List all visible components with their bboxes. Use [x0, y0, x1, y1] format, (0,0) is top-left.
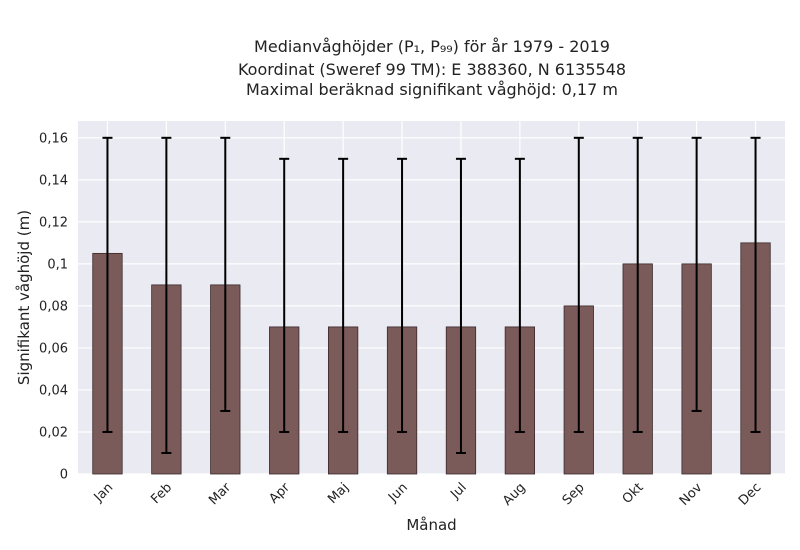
x-tick-label: Maj: [325, 480, 352, 507]
y-tick-label: 0,06: [39, 341, 68, 356]
chart-title-line-3: Maximal beräknad signifikant våghöjd: 0,…: [246, 80, 618, 99]
y-tick-label: 0,14: [39, 173, 68, 188]
x-tick-label: Sep: [560, 480, 588, 508]
error-bar-nov: [691, 136, 702, 412]
error-bar-mar: [220, 136, 231, 412]
x-axis-label: Månad: [406, 516, 456, 534]
x-tick-label: Jul: [447, 480, 469, 502]
x-tick-label: Feb: [148, 480, 175, 507]
error-bar-jan: [102, 136, 113, 433]
error-bar-maj: [338, 157, 349, 433]
chart-title-line-2: Koordinat (Sweref 99 TM): E 388360, N 61…: [238, 60, 626, 79]
error-bar-feb: [161, 136, 172, 454]
y-tick-label: 0,16: [39, 131, 68, 146]
x-tick-label: Okt: [620, 480, 647, 507]
error-bar-aug: [514, 157, 525, 433]
plot-area: [78, 121, 785, 474]
error-bar-apr: [279, 157, 290, 433]
error-bar-jun: [397, 157, 408, 433]
x-tick-label: Nov: [677, 480, 706, 509]
chart-title-line-1: Medianvåghöjder (P₁, P₉₉) för år 1979 - …: [254, 37, 610, 56]
x-tick-label: Apr: [267, 480, 294, 507]
x-axis-ticks: Jan Feb Mar Apr Maj Jun Jul Aug Sep Okt Nov Dec: [91, 480, 765, 509]
error-bar-dec: [750, 136, 761, 433]
y-tick-label: 0,1: [47, 257, 68, 272]
x-tick-label: Aug: [500, 480, 529, 509]
error-bar-okt: [632, 136, 643, 433]
x-tick-label: Jun: [385, 480, 411, 506]
y-tick-label: 0,08: [39, 299, 68, 314]
y-tick-label: 0,04: [39, 383, 68, 398]
y-axis-ticks: 0 0,02 0,04 0,06 0,08 0,1 0,12 0,14 0,16: [39, 131, 68, 482]
x-tick-label: Jan: [91, 480, 116, 505]
error-bar-sep: [573, 136, 584, 433]
error-bar-jul: [455, 157, 466, 454]
error-bars: [102, 136, 761, 454]
y-tick-label: 0,02: [39, 425, 68, 440]
y-tick-label: 0: [60, 468, 68, 483]
x-tick-label: Mar: [206, 480, 234, 508]
y-axis-label: Signifikant våghöjd (m): [15, 210, 33, 385]
y-tick-label: 0,12: [39, 215, 68, 230]
chart-title: Medianvåghöjder (P₁, P₉₉) för år 1979 - …: [238, 37, 626, 99]
x-tick-label: Dec: [736, 480, 764, 508]
